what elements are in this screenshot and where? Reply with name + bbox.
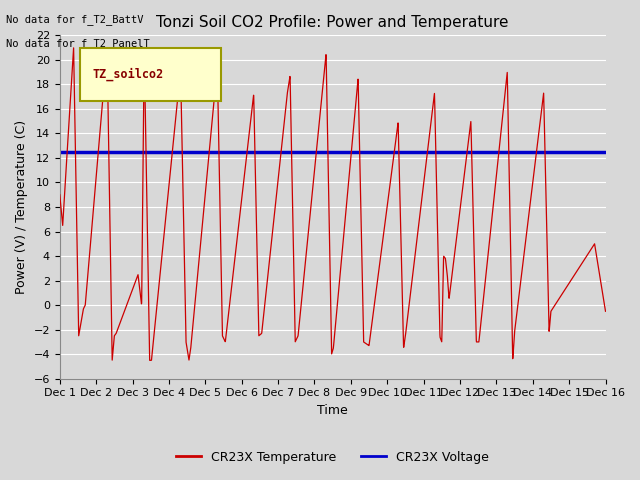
X-axis label: Time: Time xyxy=(317,404,348,417)
Title: Tonzi Soil CO2 Profile: Power and Temperature: Tonzi Soil CO2 Profile: Power and Temper… xyxy=(156,15,509,30)
Legend: CR23X Temperature, CR23X Voltage: CR23X Temperature, CR23X Voltage xyxy=(171,445,494,468)
Y-axis label: Power (V) / Temperature (C): Power (V) / Temperature (C) xyxy=(15,120,28,294)
Text: No data for f_T2_PanelT: No data for f_T2_PanelT xyxy=(6,38,150,49)
Text: No data for f_T2_BattV: No data for f_T2_BattV xyxy=(6,14,144,25)
Text: TZ_soilco2: TZ_soilco2 xyxy=(93,68,164,81)
